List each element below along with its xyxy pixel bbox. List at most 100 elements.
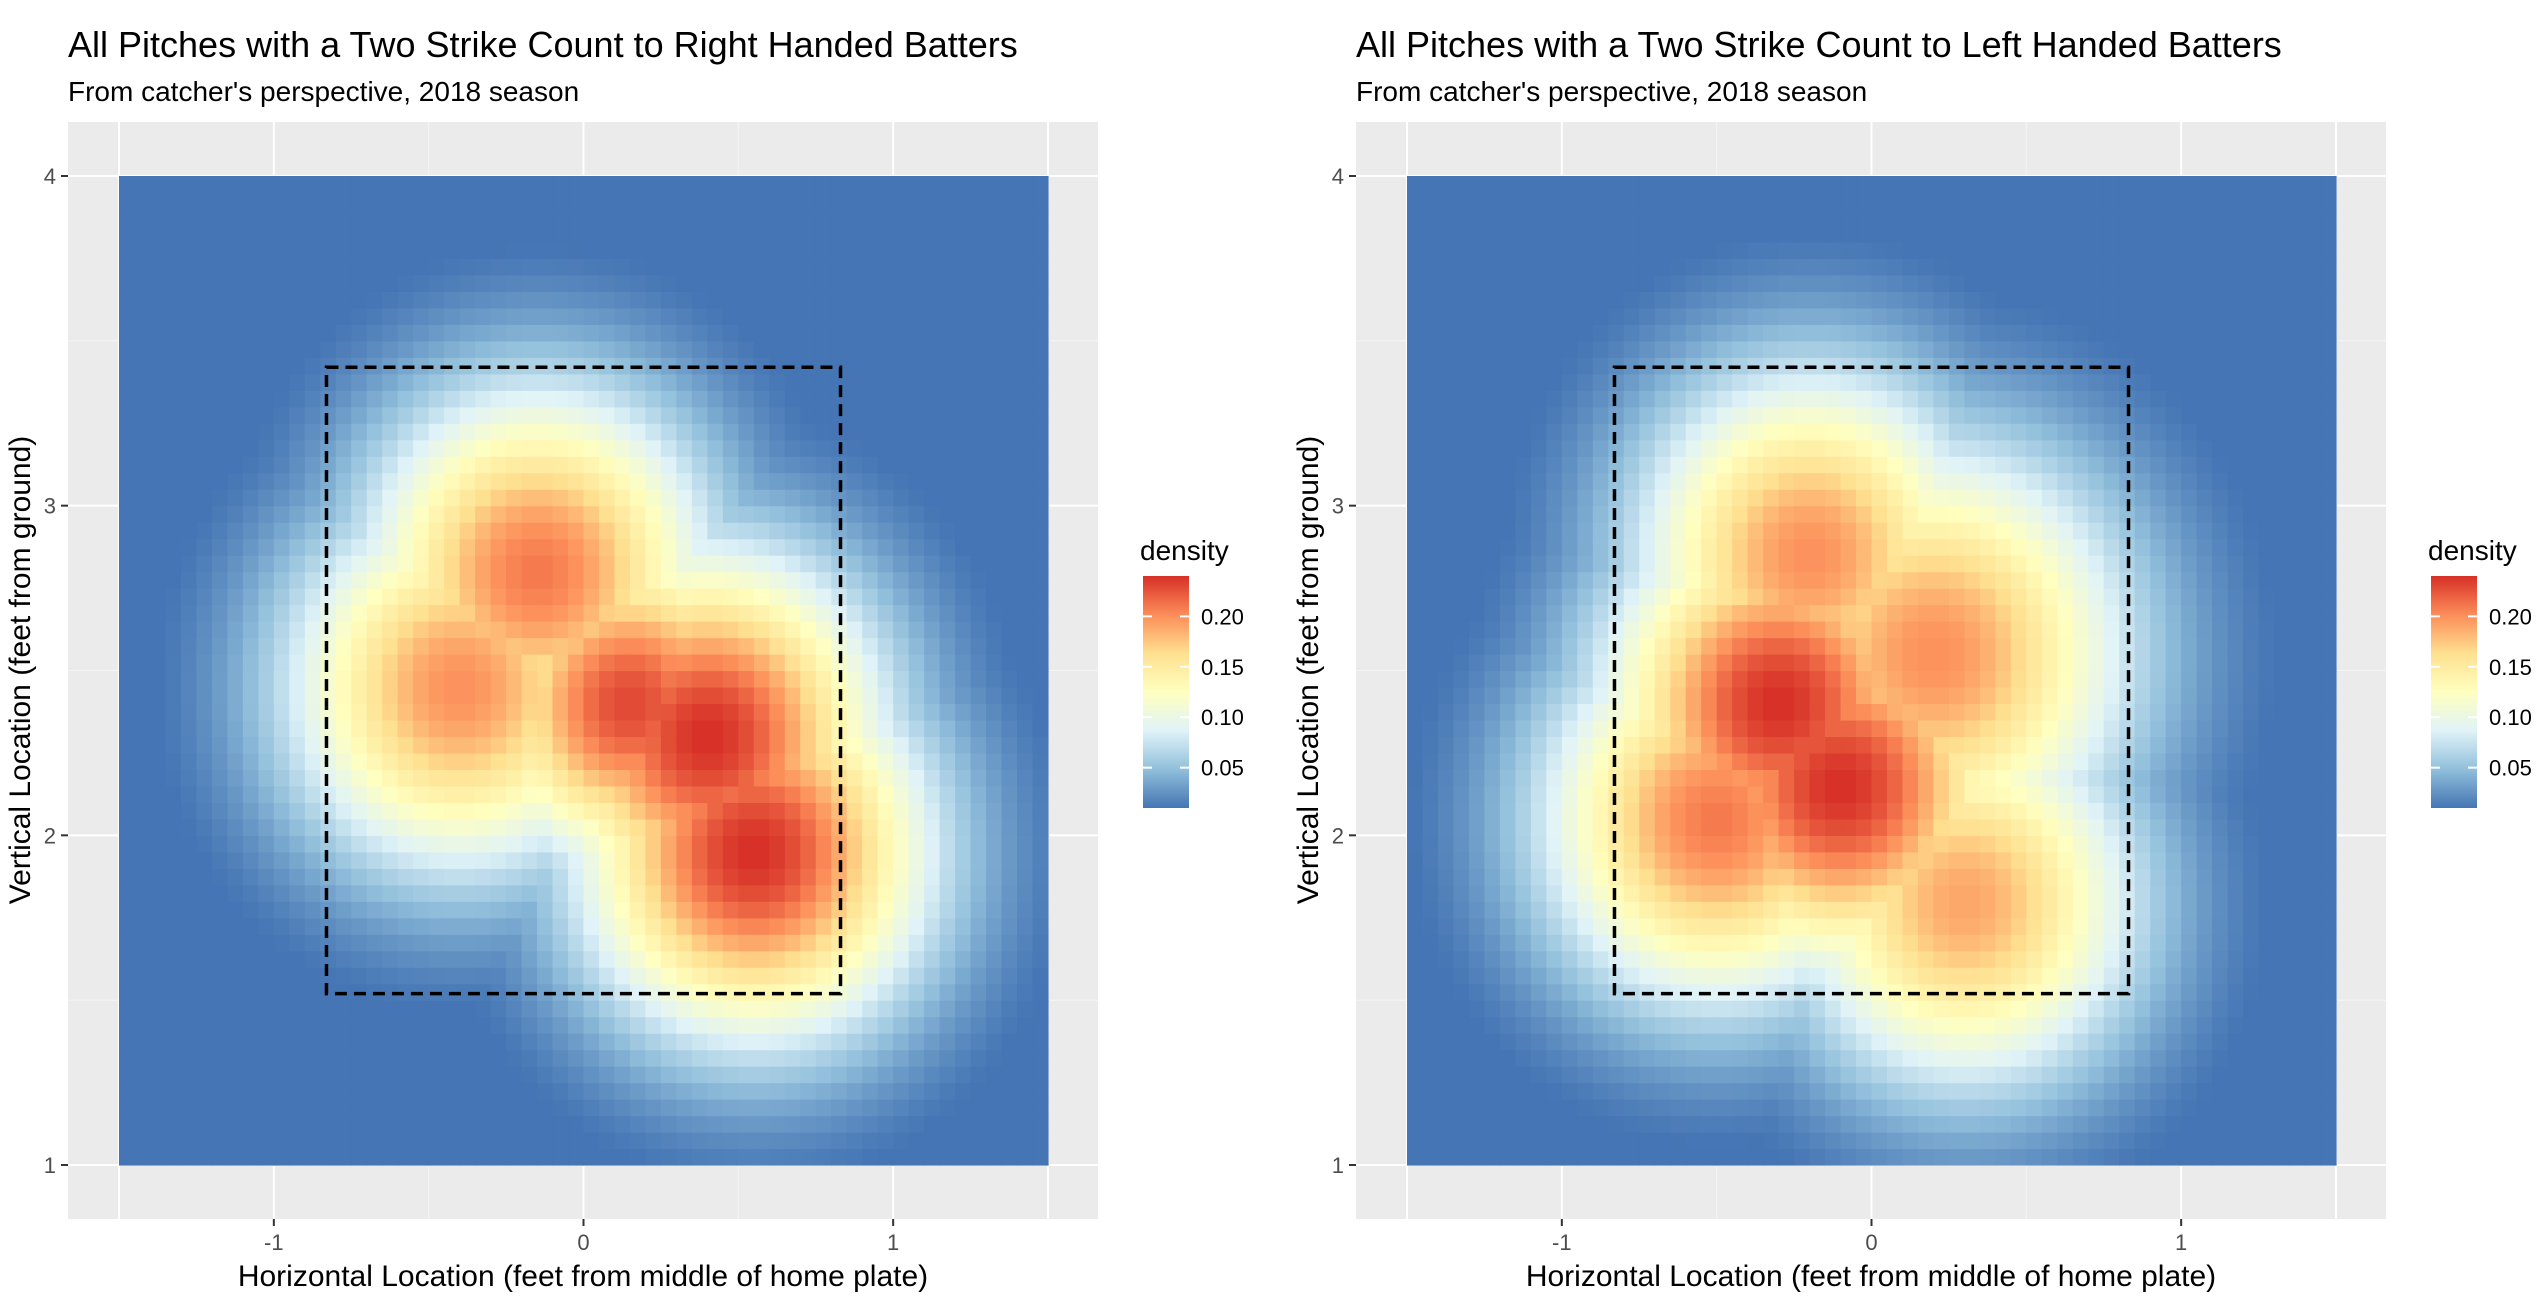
heat-cell [691,654,708,672]
heat-cell [629,719,647,738]
heat-cell [1453,802,1470,820]
heat-cell [134,1148,151,1166]
heat-cell [149,1132,167,1150]
heat-cell [1515,588,1532,606]
heat-cell [335,686,352,705]
heat-cell [1716,1033,1733,1051]
heat-cell [258,538,275,556]
heat-cell [846,769,863,787]
heat-cell [1468,472,1486,490]
heat-cell [149,851,167,869]
heat-cell [583,637,600,655]
heat-cell [908,555,925,573]
heat-cell [149,472,167,490]
heat-cell [583,1082,600,1100]
heat-cell [1017,884,1034,902]
heat-cell [475,588,492,606]
heat-cell [1499,1033,1516,1051]
heat-cell [211,868,228,886]
heat-cell [149,621,167,639]
heat-cell [1561,406,1578,424]
heat-cell [1654,176,1671,194]
heat-cell [753,670,770,688]
heat-cell [1577,835,1594,853]
heat-cell [800,571,817,589]
heat-cell [1716,588,1733,606]
heat-cell [119,258,136,276]
heat-cell [552,1016,569,1034]
heat-cell [707,802,724,820]
heat-cell [1732,769,1749,787]
heat-cell [320,406,337,424]
heat-cell [165,538,182,556]
heat-cell [335,934,352,952]
heat-cell [970,423,987,441]
heat-cell [1017,357,1034,375]
heat-cell [738,686,755,705]
heat-cell [1422,505,1439,523]
heat-cell [134,439,151,457]
heat-cell [722,324,739,342]
heat-cell [1032,686,1049,705]
heat-cell [1561,505,1578,523]
heat-cell [444,423,461,441]
heat-cell [1592,1115,1609,1133]
heat-cell [1701,522,1718,540]
heat-cell [506,654,523,672]
heat-cell [227,1066,244,1084]
heat-cell [846,472,863,490]
heat-cell [1577,505,1594,523]
heat-cell [258,588,275,606]
heat-cell [165,686,182,705]
heat-cell [877,670,894,688]
heat-cell [335,538,352,556]
heat-cell [1623,1115,1640,1133]
heat-cell [862,967,879,985]
heat-cell [614,522,631,540]
heat-cell [320,884,337,902]
heat-cell [1017,439,1034,457]
heat-cell [490,241,507,260]
heat-cell [475,686,492,705]
heat-cell [444,241,461,260]
heat-cell [180,917,198,935]
heat-cell [1670,423,1687,441]
heat-cell [893,522,910,540]
heat-cell [149,555,167,573]
heat-cell [1515,769,1532,787]
heat-cell [490,868,507,886]
heat-cell [397,802,414,820]
heat-cell [629,752,647,770]
heat-cell [769,1115,786,1133]
heat-cell [537,769,554,787]
heat-cell [149,588,167,606]
heat-cell [273,307,290,325]
heat-cell [862,950,879,968]
heat-cell [707,588,724,606]
heat-cell [1484,522,1501,540]
heat-cell [1001,983,1018,1001]
heat-cell [1623,802,1640,820]
heat-cell [1468,241,1486,260]
heat-cell [1732,588,1749,606]
heat-cell [227,472,244,490]
heat-cell [815,851,832,869]
heat-cell [537,439,554,457]
heat-cell [537,736,554,754]
heat-cell [119,406,136,424]
heat-cell [289,917,306,935]
heat-cell [753,307,770,325]
heat-cell [397,555,414,573]
heat-cell [1577,736,1594,754]
heat-cell [986,1066,1003,1084]
heat-cell [893,241,910,260]
heat-cell [722,291,739,309]
heat-cell [242,917,259,935]
heat-cell [722,208,739,227]
heat-cell [1032,505,1049,523]
heat-cell [351,225,368,243]
heat-cell [1530,967,1547,985]
heat-cell [475,472,492,490]
heat-cell [660,1132,677,1150]
heat-cell [413,274,430,292]
